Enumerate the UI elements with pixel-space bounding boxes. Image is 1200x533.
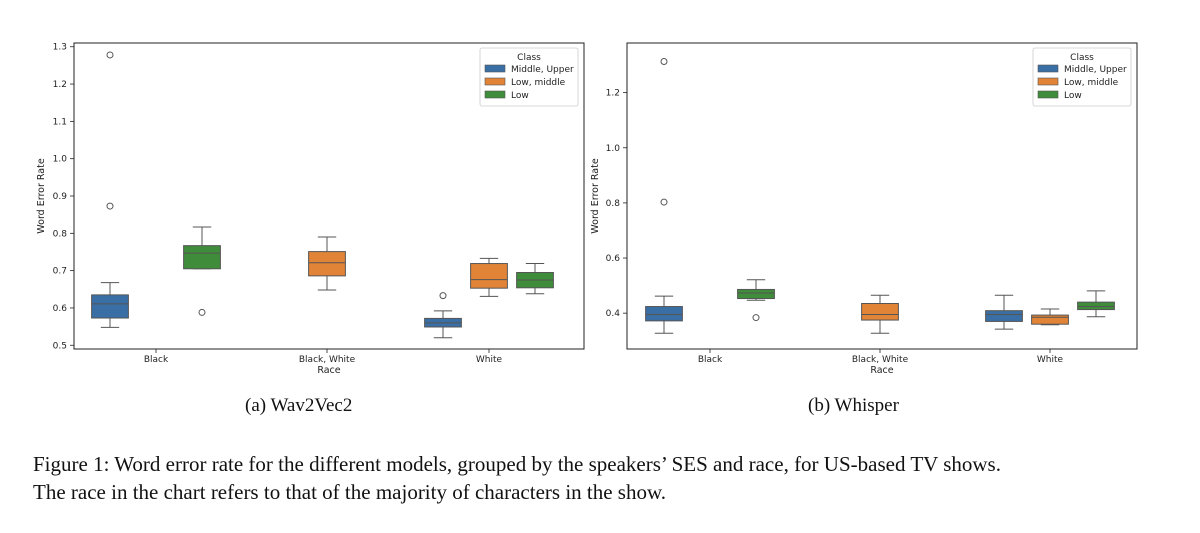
x-axis-label: Race	[870, 365, 893, 376]
x-tick-label-white: White	[476, 355, 503, 365]
box-black-white-low-middle	[861, 294, 899, 334]
subcaption-wav2vec2: (a) Wav2Vec2	[245, 395, 353, 416]
outlier-point	[106, 51, 114, 59]
legend-label-middle-upper: Middle, Upper	[1064, 65, 1127, 75]
legend: Class Middle, Upper Low, middle Low	[479, 47, 579, 107]
y-tick-label: 1.2	[53, 80, 67, 90]
legend-swatch-middle-upper	[1037, 64, 1059, 73]
box-body	[308, 251, 346, 277]
x-axis-label: Race	[317, 365, 340, 376]
legend-label-low-middle: Low, middle	[511, 78, 566, 88]
box-white-low-middle	[470, 257, 508, 297]
chart-wav2vec2: 0.5 0.6 0.7 0.8 0.9 1.0 1.1 1.2 1.3 Black Black, W…	[36, 42, 585, 376]
chart-whisper: 0.4 0.6 0.8 1.0 1.2 Black Black, White White Rac…	[590, 42, 1138, 376]
box-body	[91, 294, 129, 319]
x-tick-label-black: Black	[698, 355, 723, 365]
caption-line-2: The race in the chart refers to that of …	[33, 480, 667, 504]
outlier-point	[660, 57, 668, 65]
y-axis-label: Word Error Rate	[36, 158, 47, 234]
y-tick-label: 0.5	[53, 341, 67, 351]
caption-line-1: Figure 1: Word error rate for the differ…	[33, 452, 1001, 476]
box-body	[737, 288, 775, 300]
legend-swatch-low-middle	[1037, 77, 1059, 86]
y-tick-label: 0.8	[606, 199, 621, 209]
box-black-middle-upper	[91, 51, 129, 328]
y-tick-label: 0.6	[53, 304, 68, 314]
figure-caption: Figure 1: Word error rate for the differ…	[33, 450, 1193, 506]
outlier-point	[752, 314, 760, 322]
box-body	[645, 306, 683, 322]
y-tick-label: 0.8	[53, 229, 68, 239]
y-tick-label: 1.2	[606, 89, 620, 99]
outlier-point	[660, 198, 668, 206]
y-tick-label: 1.0	[606, 144, 621, 154]
x-tick-label-black: Black	[144, 355, 169, 365]
y-tick-label: 1.3	[53, 43, 67, 53]
box-black-low	[183, 226, 221, 316]
subcaption-whisper: (b) Whisper	[808, 395, 899, 416]
legend-swatch-middle-upper	[484, 64, 506, 73]
outlier-point	[439, 292, 447, 300]
box-white-middle-upper	[424, 292, 462, 339]
box-white-low	[516, 263, 554, 295]
box-body	[1031, 314, 1069, 325]
box-black-white-low-middle	[308, 236, 346, 291]
y-tick-label: 1.1	[53, 117, 67, 127]
legend: Class Middle, Upper Low, middle Low	[1032, 47, 1132, 107]
box-white-low	[1077, 290, 1115, 318]
y-tick-label: 0.7	[53, 267, 67, 277]
box-body	[1077, 301, 1115, 311]
box-body	[985, 310, 1023, 322]
y-tick-label: 1.0	[53, 155, 68, 165]
plot-frame	[73, 42, 585, 350]
plot-frame	[626, 42, 1138, 350]
x-tick-label-black-white: Black, White	[299, 355, 356, 365]
legend-swatch-low	[1037, 90, 1059, 99]
box-white-low-middle	[1031, 308, 1069, 326]
legend-label-middle-upper: Middle, Upper	[511, 65, 574, 75]
legend-title: Class	[517, 53, 541, 63]
legend-title: Class	[1070, 53, 1094, 63]
outlier-point	[106, 202, 114, 210]
y-tick-label: 0.6	[606, 254, 621, 264]
y-axis-label: Word Error Rate	[590, 158, 601, 234]
y-tick-label: 0.9	[53, 192, 68, 202]
legend-swatch-low	[484, 90, 506, 99]
x-tick-label-black-white: Black, White	[852, 355, 909, 365]
outlier-point	[198, 308, 206, 316]
box-white-middle-upper	[985, 294, 1023, 330]
box-black-low	[737, 279, 775, 322]
legend-label-low: Low	[1064, 91, 1082, 101]
box-black-middle-upper	[645, 57, 683, 334]
y-tick-label: 0.4	[606, 309, 621, 319]
box-body	[470, 263, 508, 289]
legend-swatch-low-middle	[484, 77, 506, 86]
box-body	[861, 303, 899, 321]
box-body	[183, 245, 221, 270]
legend-label-low: Low	[511, 91, 529, 101]
legend-label-low-middle: Low, middle	[1064, 78, 1119, 88]
x-tick-label-white: White	[1037, 355, 1064, 365]
